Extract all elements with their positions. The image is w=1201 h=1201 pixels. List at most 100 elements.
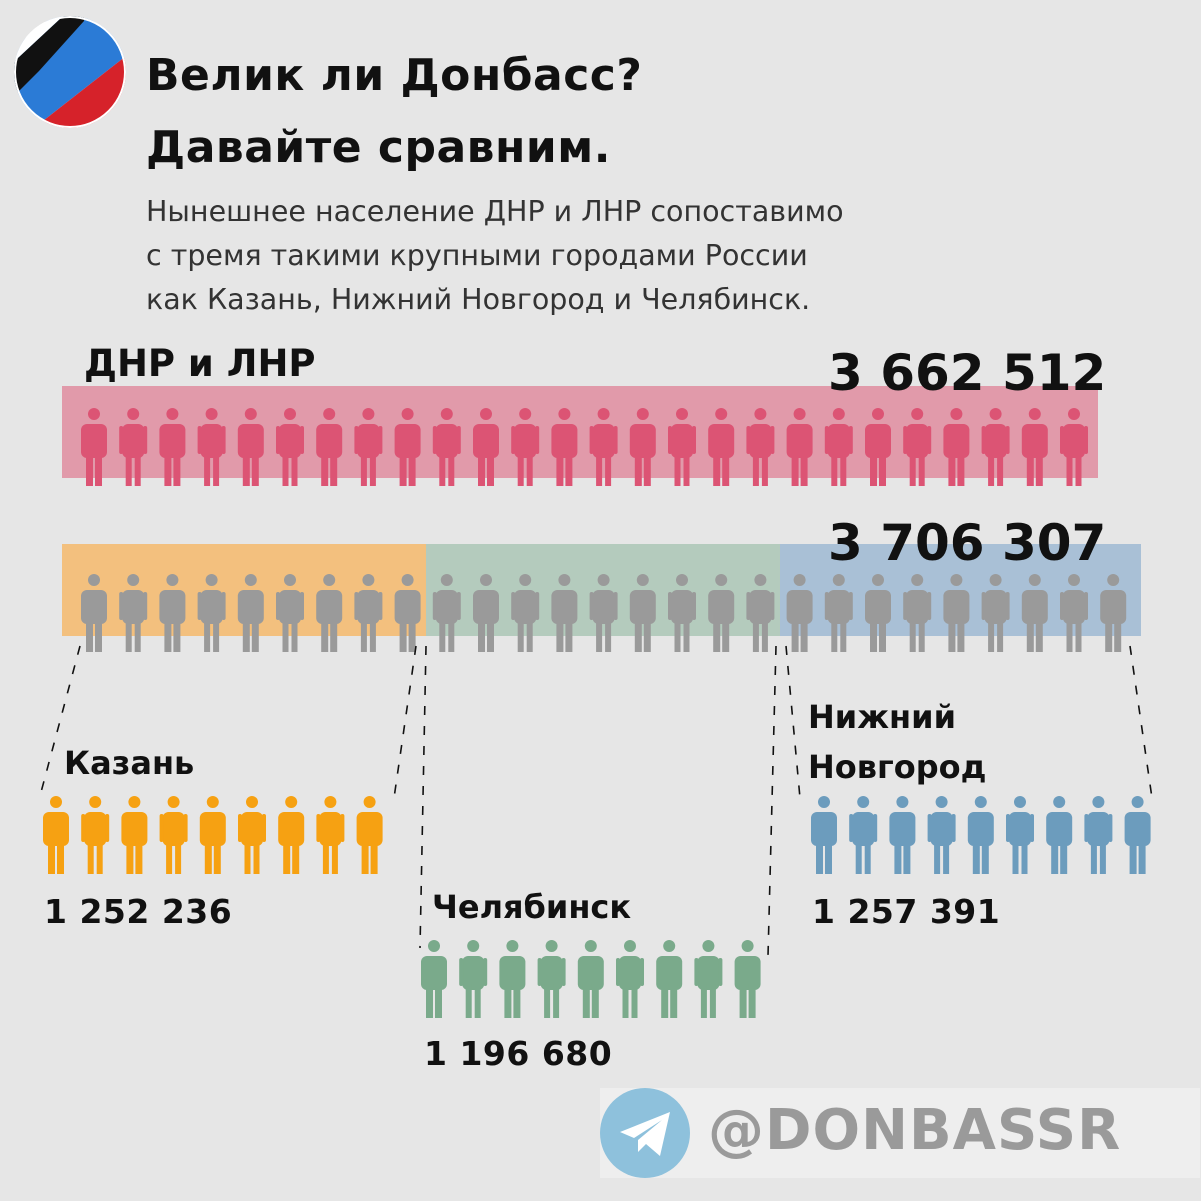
dnr-lnr-figure xyxy=(629,408,656,486)
dnr-lnr-figure xyxy=(159,408,186,486)
nizhny-figure xyxy=(1046,796,1073,874)
gray-figure xyxy=(668,574,696,652)
kazan-label: Казань xyxy=(64,744,195,782)
nizhny-label: Нижний Новгород xyxy=(808,692,986,792)
dnr-lnr-figure xyxy=(1021,408,1048,486)
gray-figure xyxy=(1021,574,1048,652)
nizhny-label-line-2: Новгород xyxy=(808,748,987,786)
gray-figure xyxy=(394,574,421,652)
nizhny-figure xyxy=(849,796,878,874)
nizhny-figure xyxy=(889,796,916,874)
chelyabinsk-population: 1 196 680 xyxy=(424,1034,613,1073)
gray-figure xyxy=(316,574,343,652)
chelyabinsk-figure xyxy=(537,940,566,1018)
kazan-population: 1 252 236 xyxy=(44,892,233,931)
dnr-lnr-figure xyxy=(354,408,383,486)
subtitle-line-2: с тремя такими крупными городами России xyxy=(146,239,808,272)
dnr-lnr-label: ДНР и ЛНР xyxy=(84,342,316,385)
paper-plane-icon xyxy=(620,1112,670,1156)
gray-figure xyxy=(1060,574,1088,652)
gray-figure xyxy=(746,574,775,652)
dnr-lnr-figure xyxy=(708,408,735,486)
dnr-lnr-figure xyxy=(746,408,775,486)
title-line-2: Давайте сравним. xyxy=(146,122,611,173)
telegram-handle: @DONBASSR xyxy=(708,1098,1122,1163)
subtitle: Нынешнее население ДНР и ЛНР сопоставимо… xyxy=(146,190,844,322)
nizhny-figure xyxy=(1084,796,1113,874)
gray-figure xyxy=(354,574,383,652)
kazan-figure xyxy=(278,796,305,874)
dnr-lnr-figure xyxy=(197,408,226,486)
gray-figure xyxy=(903,574,932,652)
gray-figure xyxy=(981,574,1010,652)
title-line-1: Велик ли Донбасс? xyxy=(146,50,643,101)
dnr-lnr-figure xyxy=(1060,408,1088,486)
gray-figure xyxy=(511,574,540,652)
chelyabinsk-figure xyxy=(421,940,447,1018)
subtitle-line-1: Нынешнее население ДНР и ЛНР сопоставимо xyxy=(146,195,844,228)
cities-total: 3 706 307 xyxy=(828,514,1107,572)
gray-figure xyxy=(119,574,148,652)
gray-figure xyxy=(589,574,618,652)
page-title: Велик ли Донбасс? Давайте сравним. xyxy=(146,40,642,184)
chelyabinsk-figure xyxy=(694,940,723,1018)
kazan-figure xyxy=(159,796,188,874)
dnr-lnr-figure xyxy=(824,408,853,486)
kazan-figure xyxy=(81,796,110,874)
nizhny-figure xyxy=(1006,796,1034,874)
chelyabinsk-figure xyxy=(499,940,526,1018)
gray-figure xyxy=(824,574,853,652)
gray-figure xyxy=(708,574,735,652)
donbass-flag-logo xyxy=(14,16,126,128)
kazan-figure xyxy=(199,796,226,874)
gray-figure xyxy=(629,574,656,652)
subtitle-line-3: как Казань, Нижний Новгород и Челябинск. xyxy=(146,283,811,316)
dnr-lnr-figure xyxy=(551,408,578,486)
kazan-figure xyxy=(356,796,383,874)
gray-figure xyxy=(237,574,264,652)
kazan-figure xyxy=(121,796,148,874)
dnr-lnr-figure xyxy=(668,408,696,486)
dnr-lnr-total: 3 662 512 xyxy=(828,344,1107,402)
dnr-lnr-figure xyxy=(589,408,618,486)
watermark: @DONBASSR xyxy=(600,1088,1200,1178)
dnr-lnr-figure xyxy=(981,408,1010,486)
dnr-lnr-figure xyxy=(865,408,891,486)
dnr-lnr-figure xyxy=(786,408,813,486)
gray-figure xyxy=(551,574,578,652)
dnr-lnr-figure xyxy=(237,408,264,486)
gray-figure xyxy=(786,574,813,652)
chelyabinsk-figure xyxy=(616,940,644,1018)
gray-figure xyxy=(432,574,461,652)
chelyabinsk-figure xyxy=(577,940,604,1018)
chelyabinsk-figure xyxy=(459,940,488,1018)
gray-figure xyxy=(159,574,186,652)
telegram-icon xyxy=(600,1088,690,1178)
gray-figure xyxy=(81,574,107,652)
nizhny-label-line-1: Нижний xyxy=(808,698,956,736)
nizhny-figure xyxy=(927,796,956,874)
kazan-figure xyxy=(238,796,266,874)
dnr-lnr-figure xyxy=(81,408,107,486)
gray-figure xyxy=(1100,574,1127,652)
dnr-lnr-figure xyxy=(316,408,343,486)
gray-figure xyxy=(197,574,226,652)
gray-figure xyxy=(865,574,891,652)
chelyabinsk-figure xyxy=(734,940,761,1018)
dnr-lnr-figure xyxy=(119,408,148,486)
nizhny-population: 1 257 391 xyxy=(812,892,1001,931)
chelyabinsk-label: Челябинск xyxy=(432,888,632,926)
chelyabinsk-figure xyxy=(656,940,683,1018)
nizhny-figure xyxy=(1124,796,1151,874)
dnr-lnr-figure xyxy=(394,408,421,486)
kazan-figure xyxy=(316,796,345,874)
gray-figure xyxy=(943,574,970,652)
kazan-figure xyxy=(43,796,69,874)
nizhny-figure xyxy=(811,796,837,874)
dnr-lnr-figure xyxy=(511,408,540,486)
